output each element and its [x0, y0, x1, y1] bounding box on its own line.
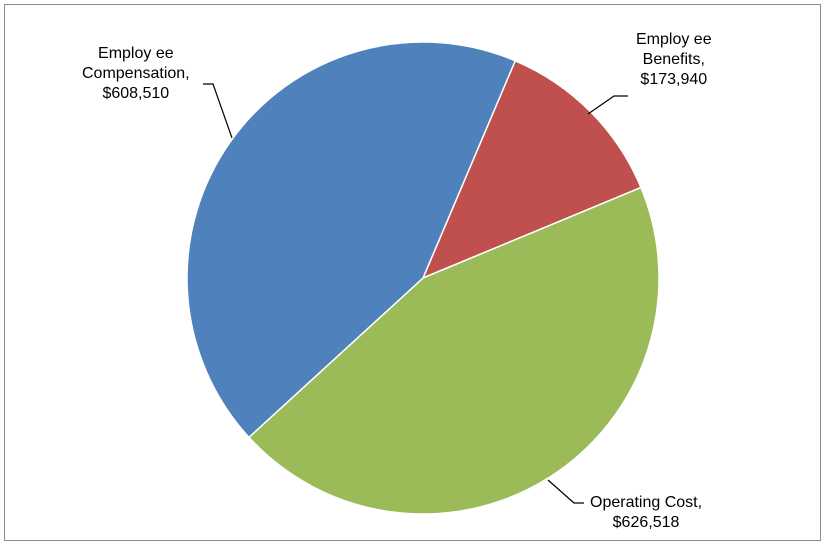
slice-label-benefits-line2: Benefits,	[642, 51, 705, 68]
leader-line-benefits	[587, 95, 628, 115]
leader-line-compensation	[203, 83, 233, 139]
slice-operating	[247, 186, 660, 515]
pie-slices	[186, 41, 660, 515]
slice-label-compensation-line1: Employ ee	[98, 45, 174, 62]
slice-label-benefits-line1: Employ ee	[636, 31, 712, 48]
slice-label-operating-line1: Operating Cost,	[590, 494, 703, 511]
slice-value-benefits: $173,940	[640, 71, 708, 88]
slice-compensation	[186, 41, 517, 439]
slice-label-compensation-line2: Compensation,	[82, 65, 190, 82]
leader-line-operating	[547, 479, 584, 504]
slice-value-compensation: $608,510	[102, 85, 170, 102]
slice-label-operating: Operating Cost, $626,518	[590, 493, 702, 533]
slice-label-benefits: Employ ee Benefits, $173,940	[636, 30, 712, 90]
slice-value-operating: $626,518	[612, 514, 680, 531]
slice-label-compensation: Employ ee Compensation, $608,510	[82, 44, 190, 104]
leader-lines	[203, 83, 628, 504]
